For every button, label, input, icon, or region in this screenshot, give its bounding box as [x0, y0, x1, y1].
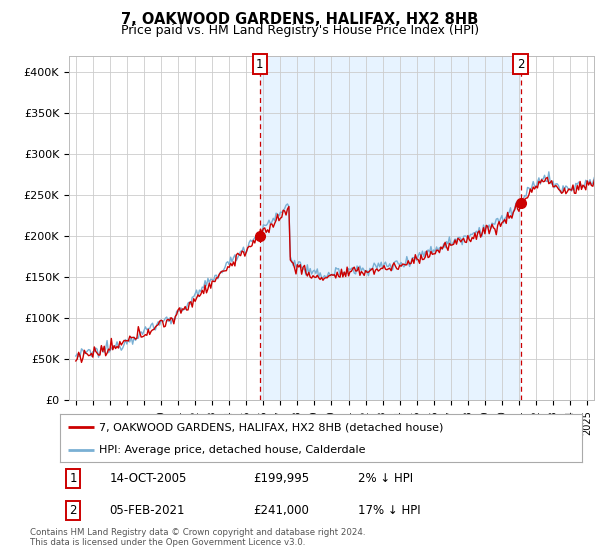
Text: 2: 2: [70, 504, 77, 517]
Text: 2% ↓ HPI: 2% ↓ HPI: [358, 472, 413, 485]
Text: 7, OAKWOOD GARDENS, HALIFAX, HX2 8HB: 7, OAKWOOD GARDENS, HALIFAX, HX2 8HB: [121, 12, 479, 27]
Text: 2: 2: [517, 58, 524, 71]
Text: 05-FEB-2021: 05-FEB-2021: [110, 504, 185, 517]
Text: Contains HM Land Registry data © Crown copyright and database right 2024.
This d: Contains HM Land Registry data © Crown c…: [30, 528, 365, 547]
Bar: [260, 56, 521, 400]
Text: 1: 1: [70, 472, 77, 485]
Text: Price paid vs. HM Land Registry's House Price Index (HPI): Price paid vs. HM Land Registry's House …: [121, 24, 479, 36]
Text: HPI: Average price, detached house, Calderdale: HPI: Average price, detached house, Cald…: [99, 445, 365, 455]
Text: 1: 1: [256, 58, 263, 71]
Text: 17% ↓ HPI: 17% ↓ HPI: [358, 504, 420, 517]
Text: £199,995: £199,995: [253, 472, 309, 485]
Text: £241,000: £241,000: [253, 504, 309, 517]
Text: 7, OAKWOOD GARDENS, HALIFAX, HX2 8HB (detached house): 7, OAKWOOD GARDENS, HALIFAX, HX2 8HB (de…: [99, 422, 443, 432]
Text: 14-OCT-2005: 14-OCT-2005: [110, 472, 187, 485]
